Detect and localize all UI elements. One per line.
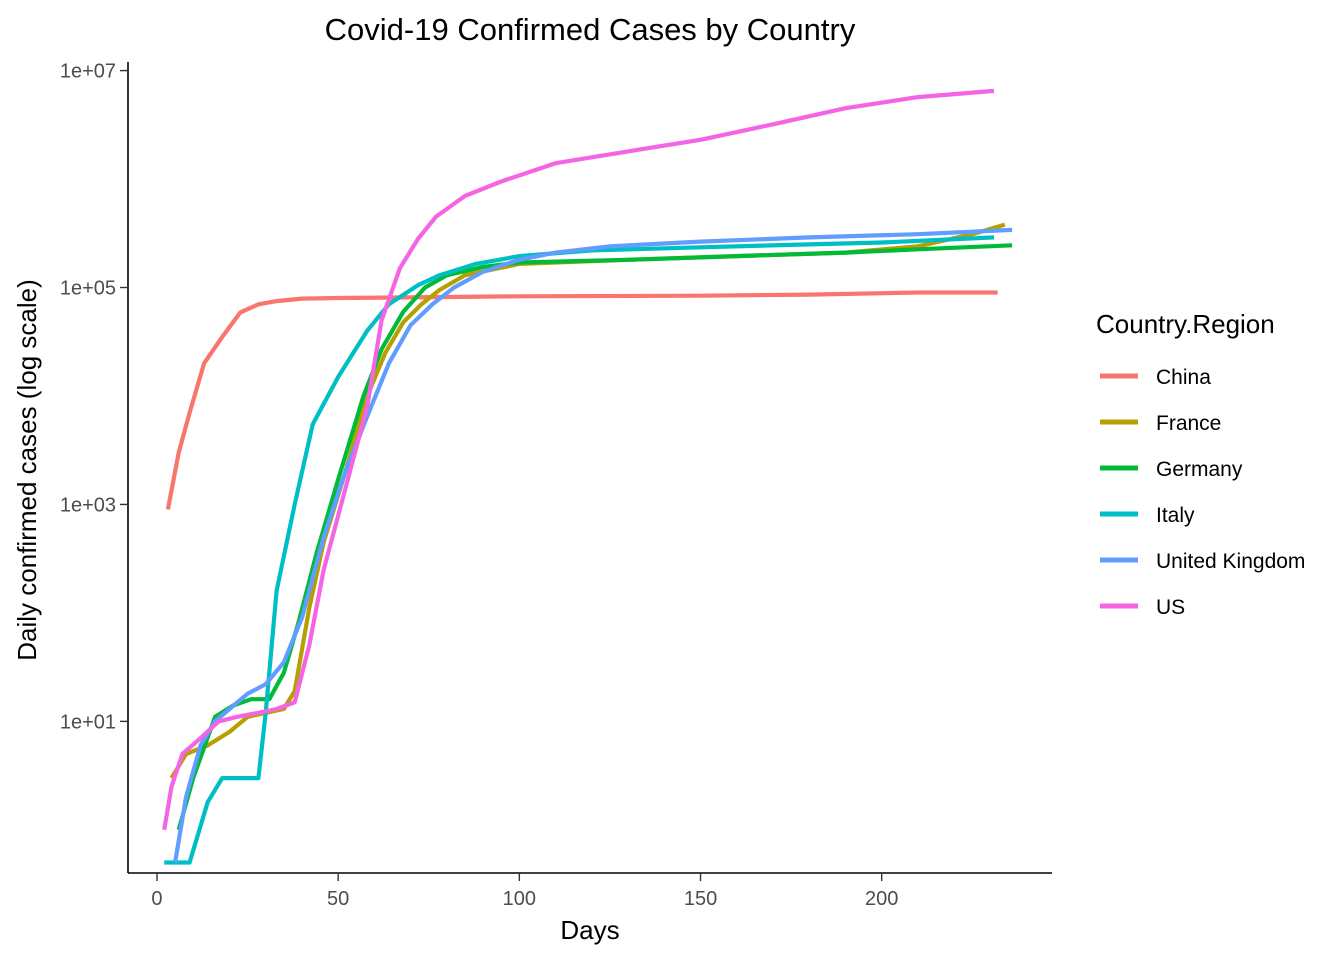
legend-item-china: China	[1100, 366, 1211, 389]
x-tick-label: 50	[327, 888, 349, 910]
x-tick-label: 200	[865, 888, 898, 910]
x-tick-label: 100	[503, 888, 536, 910]
x-axis-ticks: 0 50 100 150 200	[151, 873, 898, 910]
y-tick-label: 1e+05	[60, 278, 116, 300]
series-line-germany	[176, 243, 1013, 831]
legend-label-italy: Italy	[1156, 504, 1195, 527]
series-line-italy	[164, 235, 995, 865]
x-tick-label: 150	[684, 888, 717, 910]
x-axis-title: Days	[560, 915, 619, 945]
plot-area	[162, 88, 1013, 865]
y-tick-label: 1e+01	[60, 711, 116, 733]
series-line-us	[162, 88, 995, 831]
y-axis-title: Daily confirmed cases (log scale)	[12, 279, 42, 660]
legend-label-china: China	[1156, 366, 1211, 389]
chart-title: Covid-19 Confirmed Cases by Country	[325, 12, 856, 47]
x-tick-label: 0	[151, 888, 162, 910]
legend-item-united-kingdom: United Kingdom	[1100, 550, 1305, 573]
series-line-china	[165, 290, 998, 510]
legend-title: Country.Region	[1096, 309, 1275, 339]
legend-item-italy: Italy	[1100, 504, 1195, 527]
legend-label-united-kingdom: United Kingdom	[1156, 550, 1305, 573]
y-tick-label: 1e+03	[60, 494, 116, 516]
legend: Country.Region China France Germany Italy Un…	[1096, 309, 1305, 619]
legend-item-us: US	[1100, 596, 1185, 619]
legend-label-france: France	[1156, 412, 1221, 435]
legend-label-germany: Germany	[1156, 458, 1243, 481]
legend-item-france: France	[1100, 412, 1221, 435]
y-axis-ticks: 1e+01 1e+03 1e+05 1e+07	[60, 61, 128, 733]
y-tick-label: 1e+07	[60, 61, 116, 83]
series-line-united-kingdom	[173, 227, 1013, 863]
legend-label-us: US	[1156, 596, 1185, 619]
legend-item-germany: Germany	[1100, 458, 1243, 481]
